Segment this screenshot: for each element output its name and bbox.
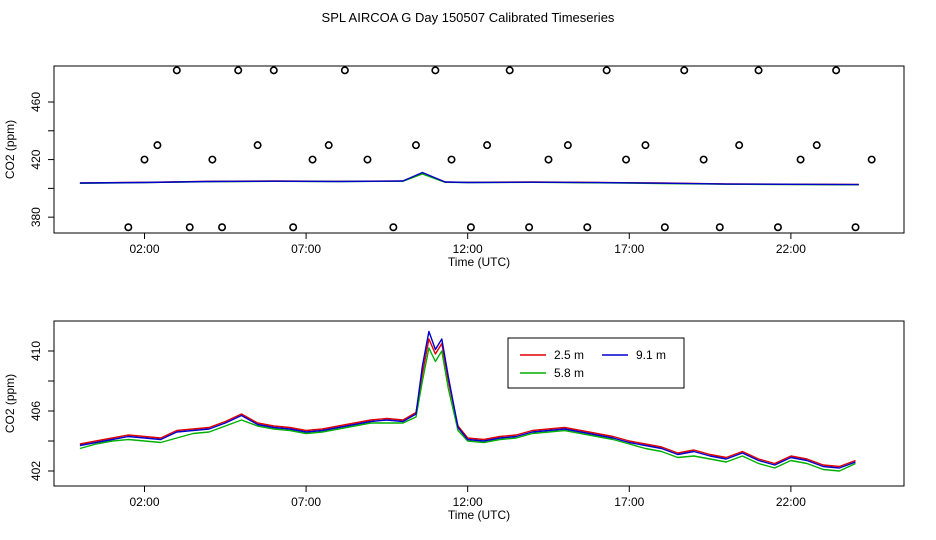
calibration-point [867,155,876,164]
x-axis-label: Time (UTC) [448,255,510,269]
calibration-point [208,155,217,164]
calibration-point [583,223,592,232]
calibration-point [680,66,689,75]
calibration-point [172,66,181,75]
calibration-point [715,223,724,232]
x-tick-label: 12:00 [453,495,483,509]
calibration-point [851,223,860,232]
calibration-point [447,155,456,164]
legend-label: 2.5 m [554,348,584,362]
x-tick-label: 22:00 [776,242,806,256]
calibration-point [324,141,333,150]
calibration-point [832,66,841,75]
y-axis-label: CO2 (ppm) [3,374,17,433]
figure-title: SPL AIRCOA G Day 150507 Calibrated Times… [322,10,615,25]
x-tick-label: 17:00 [614,242,644,256]
calibration-point [544,155,553,164]
calibration-point [234,66,243,75]
y-tick-label: 410 [29,341,43,361]
calibration-point [812,141,821,150]
calibration-point [735,141,744,150]
plot-frame [53,320,905,487]
calibration-point [363,155,372,164]
y-tick-label: 402 [29,461,43,481]
legend-box [507,337,685,389]
series-line [79,338,856,468]
y-tick-label: 406 [29,401,43,421]
calibration-point [153,141,162,150]
calibration-point [218,223,227,232]
calibration-point [389,223,398,232]
calibration-point [660,223,669,232]
x-axis-label: Time (UTC) [448,508,510,522]
calibration-point [773,223,782,232]
x-tick-label: 02:00 [129,242,159,256]
x-tick-label: 02:00 [129,495,159,509]
calibration-point [253,141,262,150]
calibration-point [466,223,475,232]
y-tick-label: 420 [29,149,43,169]
calibration-point [140,155,149,164]
calibration-point [185,223,194,232]
legend-label: 9.1 m [636,348,666,362]
calibration-point [754,66,763,75]
calibration-point [699,155,708,164]
x-tick-label: 22:00 [776,495,806,509]
calibration-point [602,66,611,75]
timeseries-panel: 02:00 07:00 12:00 17:00 22:00 Time (UTC) 402 40… [3,320,905,522]
series-line [79,347,856,472]
calibration-point [796,155,805,164]
x-tick-label: 12:00 [453,242,483,256]
legend-label: 5.8 m [554,366,584,380]
calibration-point [124,223,133,232]
x-tick-label: 17:00 [614,495,644,509]
calibration-point [483,141,492,150]
y-axis-label: CO2 (ppm) [3,120,17,179]
calibration-point [431,66,440,75]
calibration-point [622,155,631,164]
calibration-point [289,223,298,232]
calibration-point [340,66,349,75]
y-tick-label: 460 [29,92,43,112]
calibration-point [563,141,572,150]
x-tick-label: 07:00 [291,242,321,256]
x-tick-label: 07:00 [291,495,321,509]
y-tick-label: 380 [29,207,43,227]
calibration-point [411,141,420,150]
calibration-point [308,155,317,164]
calibration-point [269,66,278,75]
calibration-point [505,66,514,75]
calibration-point [525,223,534,232]
calibration-point [641,141,650,150]
series-line [79,171,859,186]
plot-frame [53,65,905,234]
series-line [79,330,856,469]
calibration-panel: 02:00 07:00 12:00 17:00 22:00 Time (UTC) 380 42… [3,65,905,269]
